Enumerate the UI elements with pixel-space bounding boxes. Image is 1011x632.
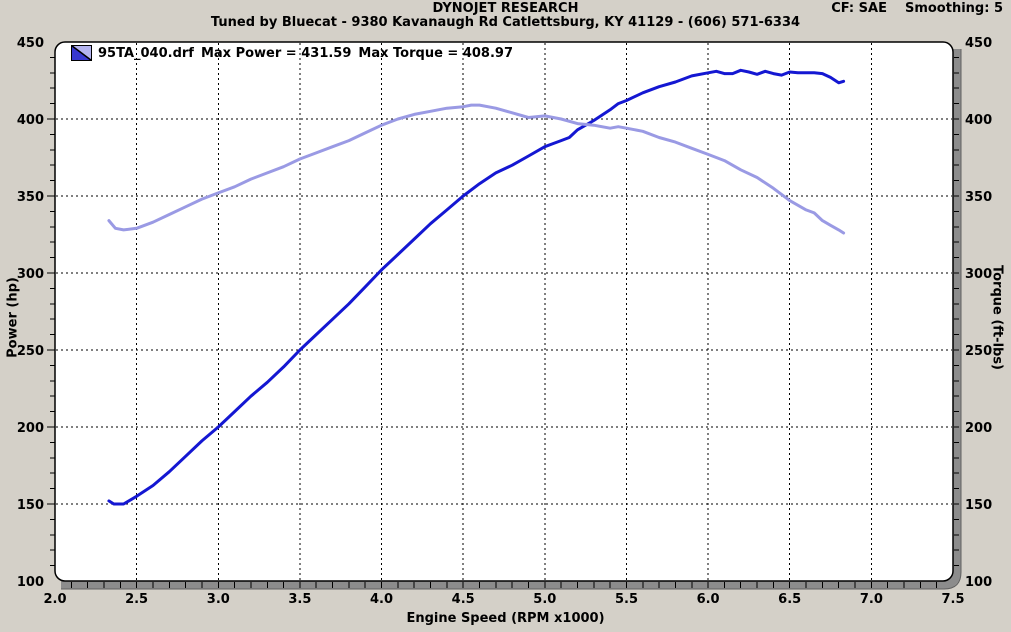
svg-text:250: 250 bbox=[965, 344, 992, 359]
svg-text:3.0: 3.0 bbox=[207, 592, 230, 607]
svg-text:4.0: 4.0 bbox=[370, 592, 393, 607]
correction-settings: CF: SAE Smoothing: 5 bbox=[831, 1, 1003, 16]
svg-text:450: 450 bbox=[965, 36, 992, 51]
chart-legend: 95TA_040.drf Max Power = 431.59 Max Torq… bbox=[70, 44, 513, 62]
svg-text:300: 300 bbox=[17, 267, 44, 282]
svg-text:350: 350 bbox=[965, 190, 992, 205]
svg-text:6.0: 6.0 bbox=[697, 592, 720, 607]
plot-area bbox=[55, 42, 953, 581]
svg-text:100: 100 bbox=[965, 575, 992, 590]
series-swatch-icon bbox=[71, 44, 92, 62]
y-axis-title-torque: Torque (ft-lbs) bbox=[989, 264, 1005, 371]
page-title: DYNOJET RESEARCH bbox=[432, 1, 579, 16]
svg-text:150: 150 bbox=[17, 498, 44, 513]
x-axis-title: Engine Speed (RPM x1000) bbox=[406, 611, 605, 626]
y-axis-title-power: Power (hp) bbox=[5, 277, 21, 358]
svg-text:100: 100 bbox=[17, 575, 44, 590]
svg-text:250: 250 bbox=[17, 344, 44, 359]
correction-factor-label: CF: SAE bbox=[831, 1, 887, 16]
svg-text:6.5: 6.5 bbox=[778, 592, 801, 607]
svg-text:150: 150 bbox=[965, 498, 992, 513]
y-tick-labels-right: 100 150 200 250 300 350 400 450 bbox=[965, 36, 992, 590]
gridlines bbox=[56, 43, 952, 580]
x-tick-labels: 2.0 2.5 3.0 3.5 4.0 4.5 5.0 5.5 6.0 6.5 7.0 7.5 bbox=[43, 592, 964, 607]
axis-band bbox=[61, 49, 961, 589]
svg-text:200: 200 bbox=[965, 421, 992, 436]
svg-text:5.5: 5.5 bbox=[615, 592, 638, 607]
svg-text:350: 350 bbox=[17, 190, 44, 205]
svg-text:2.0: 2.0 bbox=[43, 592, 66, 607]
svg-text:7.0: 7.0 bbox=[860, 592, 883, 607]
axis-band-edge bbox=[61, 49, 962, 590]
svg-text:300: 300 bbox=[965, 267, 992, 282]
series-curve-power-hp bbox=[107, 68, 846, 506]
shop-info-subtitle: Tuned by Bluecat - 9380 Kavanaugh Rd Cat… bbox=[210, 15, 801, 30]
svg-text:7.5: 7.5 bbox=[941, 592, 964, 607]
svg-text:450: 450 bbox=[17, 36, 44, 51]
plot-border bbox=[54, 41, 954, 582]
svg-text:5.0: 5.0 bbox=[533, 592, 556, 607]
svg-text:4.5: 4.5 bbox=[452, 592, 475, 607]
series-curve-torque-ft-lbs bbox=[107, 103, 846, 235]
legend-max-power: Max Power = 431.59 bbox=[200, 45, 352, 61]
smoothing-label: Smoothing: 5 bbox=[904, 1, 1003, 16]
y-tick-labels-left: 100 150 200 250 300 350 400 450 bbox=[17, 36, 44, 590]
tick-marks bbox=[47, 56, 959, 588]
legend-file-name: 95TA_040.drf bbox=[98, 45, 194, 61]
svg-text:2.5: 2.5 bbox=[125, 592, 148, 607]
svg-text:200: 200 bbox=[17, 421, 44, 436]
svg-text:3.5: 3.5 bbox=[288, 592, 311, 607]
svg-text:400: 400 bbox=[965, 113, 992, 128]
legend-max-torque: Max Torque = 408.97 bbox=[358, 45, 513, 61]
svg-text:400: 400 bbox=[17, 113, 44, 128]
